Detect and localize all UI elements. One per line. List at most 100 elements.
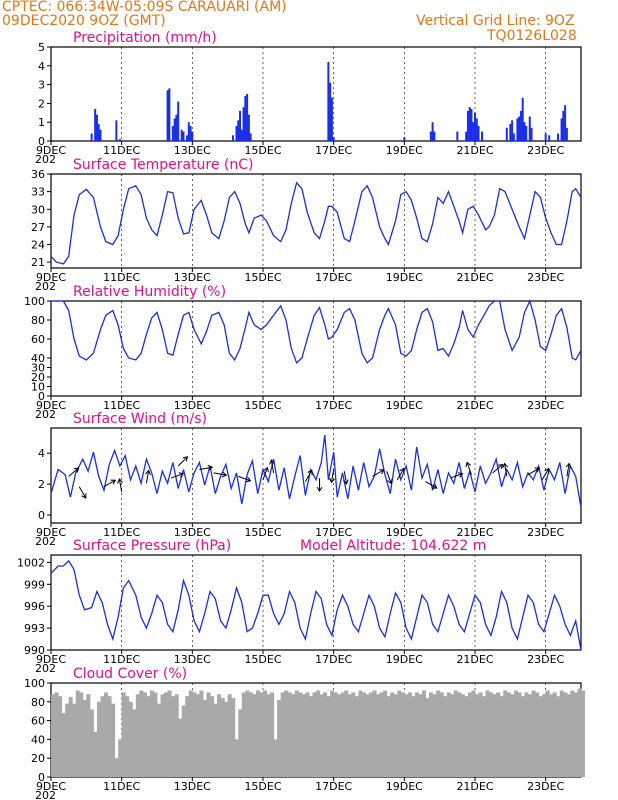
y-tick-label: 996 [24, 600, 45, 613]
cloud-bar [549, 694, 554, 777]
cloud-bar [72, 703, 77, 777]
y-tick-label: 40 [31, 352, 45, 365]
wind-arrow [504, 463, 508, 477]
wind-arrow-head [178, 472, 185, 478]
cloud-bar [263, 690, 268, 777]
cloud-bar [100, 696, 105, 777]
precip-bar [237, 120, 240, 141]
y-tick-label: 1002 [17, 556, 45, 569]
y-tick-label: 80 [31, 696, 45, 709]
wind-arrow-head [565, 462, 572, 469]
cloud-bar [149, 690, 154, 777]
precip-bar [90, 133, 93, 141]
cloud-bar [581, 690, 586, 777]
y-tick-label: 100 [24, 295, 45, 308]
panel-title: Precipitation (mm/h) [73, 30, 217, 46]
cloud-bar [160, 694, 165, 777]
panel-title: Relative Humidity (%) [73, 284, 226, 300]
cloud-bar [178, 718, 183, 777]
cloud-bar [344, 690, 349, 777]
precip-bar [99, 129, 102, 141]
cloud-bar [354, 696, 359, 777]
cloud-bar [188, 690, 193, 777]
cloud-bar [443, 696, 448, 777]
precip-bar [403, 137, 406, 141]
x-tick-label: 19DEC [386, 399, 423, 412]
cloud-bar [383, 690, 388, 777]
x-tick-label: 19DEC [386, 780, 423, 793]
cloud-bar [573, 692, 578, 777]
cloud-bar [464, 696, 469, 777]
cloud-bar [559, 690, 564, 777]
cloud-bar [213, 703, 218, 777]
y-tick-label: 993 [24, 622, 45, 635]
cloud-bar [376, 694, 381, 777]
cloud-bar [238, 709, 243, 777]
wind-arrow [238, 475, 251, 482]
cloud-bar [75, 690, 80, 777]
x-tick-label: 21DEC [456, 399, 493, 412]
grid-line-note: Vertical Grid Line: 9OZ [416, 13, 575, 29]
cloud-bar [475, 694, 480, 777]
cloud-bar [118, 739, 123, 777]
precip-bar [239, 110, 242, 141]
cloud-bar [252, 694, 257, 777]
cloud-bar [199, 690, 204, 777]
x-tick-label: 21DEC [456, 526, 493, 539]
cloud-bar [248, 692, 253, 777]
wind-arrow [199, 466, 213, 470]
cloud-bar [400, 692, 405, 777]
x-tick-label: 23DEC [527, 271, 564, 284]
cloud-bar [361, 692, 366, 777]
wind-arrow [170, 473, 184, 479]
cloud-bar [535, 692, 540, 777]
cloud-bar [135, 694, 140, 777]
precip-bar [519, 110, 522, 141]
y-tick-label: 999 [24, 578, 45, 591]
cloud-bar [506, 692, 511, 777]
x-tick-label: 9DEC [36, 653, 66, 666]
y-tick-label: 0 [38, 135, 45, 148]
cloud-bar [450, 694, 455, 777]
wind-arrow [177, 456, 188, 467]
cloud-bar [195, 694, 200, 777]
x-tick-label: 13DEC [174, 780, 211, 793]
x-tick-label: 17DEC [315, 271, 352, 284]
precip-bar [247, 114, 250, 141]
y-tick-label: 3 [38, 79, 45, 92]
precip-bar [565, 127, 568, 141]
year-stub: 202 [35, 789, 56, 800]
precip-bar [180, 129, 183, 141]
wind-arrow [386, 471, 392, 484]
x-tick-label: 19DEC [386, 271, 423, 284]
cloud-bar [453, 690, 458, 777]
wind-arrow [343, 471, 348, 485]
precip-bar [433, 131, 436, 141]
precip-bar [465, 131, 468, 141]
x-tick-label: 23DEC [527, 399, 564, 412]
x-tick-label: 13DEC [174, 526, 211, 539]
cloud-bar [185, 696, 190, 777]
wind-arrow [262, 467, 268, 480]
panel-frame-0 [50, 46, 582, 142]
precip-bar [456, 131, 459, 141]
cloud-bar [369, 692, 374, 777]
cloud-bar [266, 694, 271, 777]
cloud-bar [386, 696, 391, 777]
cloud-bar [496, 692, 501, 777]
precip-bar [468, 107, 471, 141]
cloud-bar [570, 690, 575, 777]
cloud-bar [379, 692, 384, 777]
panel-title: Cloud Cover (%) [73, 666, 187, 682]
x-tick-label: 15DEC [244, 271, 281, 284]
cloud-bar [128, 701, 133, 777]
y-tick-label: 10 [31, 381, 45, 394]
precip-bar [191, 131, 194, 141]
year-stub: 202 [35, 662, 56, 675]
y-tick-label: 33 [31, 186, 45, 199]
cloud-bar [524, 692, 529, 777]
y-tick-label: 2 [38, 478, 45, 491]
precip-bar [511, 120, 514, 141]
cloud-bar [319, 694, 324, 777]
cloud-bar [531, 690, 536, 777]
